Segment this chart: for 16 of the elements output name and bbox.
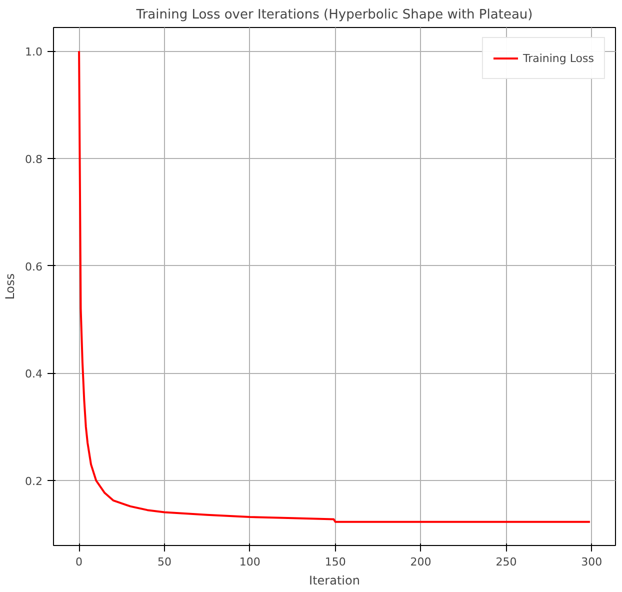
x-tick-label: 150	[324, 556, 346, 568]
x-tick-label: 0	[76, 556, 83, 568]
x-tick-label: 300	[581, 556, 602, 568]
x-tick-label: 200	[410, 556, 432, 568]
legend-label: Training Loss	[522, 52, 594, 64]
x-axis-title: Iteration	[309, 574, 360, 588]
y-axis-title: Loss	[3, 273, 18, 300]
x-tick-label: 100	[239, 556, 260, 568]
y-tick-label: 0.4	[25, 368, 43, 381]
x-tick-label: 50	[157, 556, 172, 568]
y-tick-label: 1.0	[25, 46, 43, 59]
y-tick-label: 0.6	[25, 260, 43, 274]
y-tick-label: 0.8	[25, 152, 43, 166]
y-tick-label: 0.2	[25, 475, 43, 488]
x-tick-label: 250	[496, 556, 517, 568]
chart-title: Training Loss over Iterations (Hyperbolic Shape with Plateau)	[135, 8, 533, 22]
